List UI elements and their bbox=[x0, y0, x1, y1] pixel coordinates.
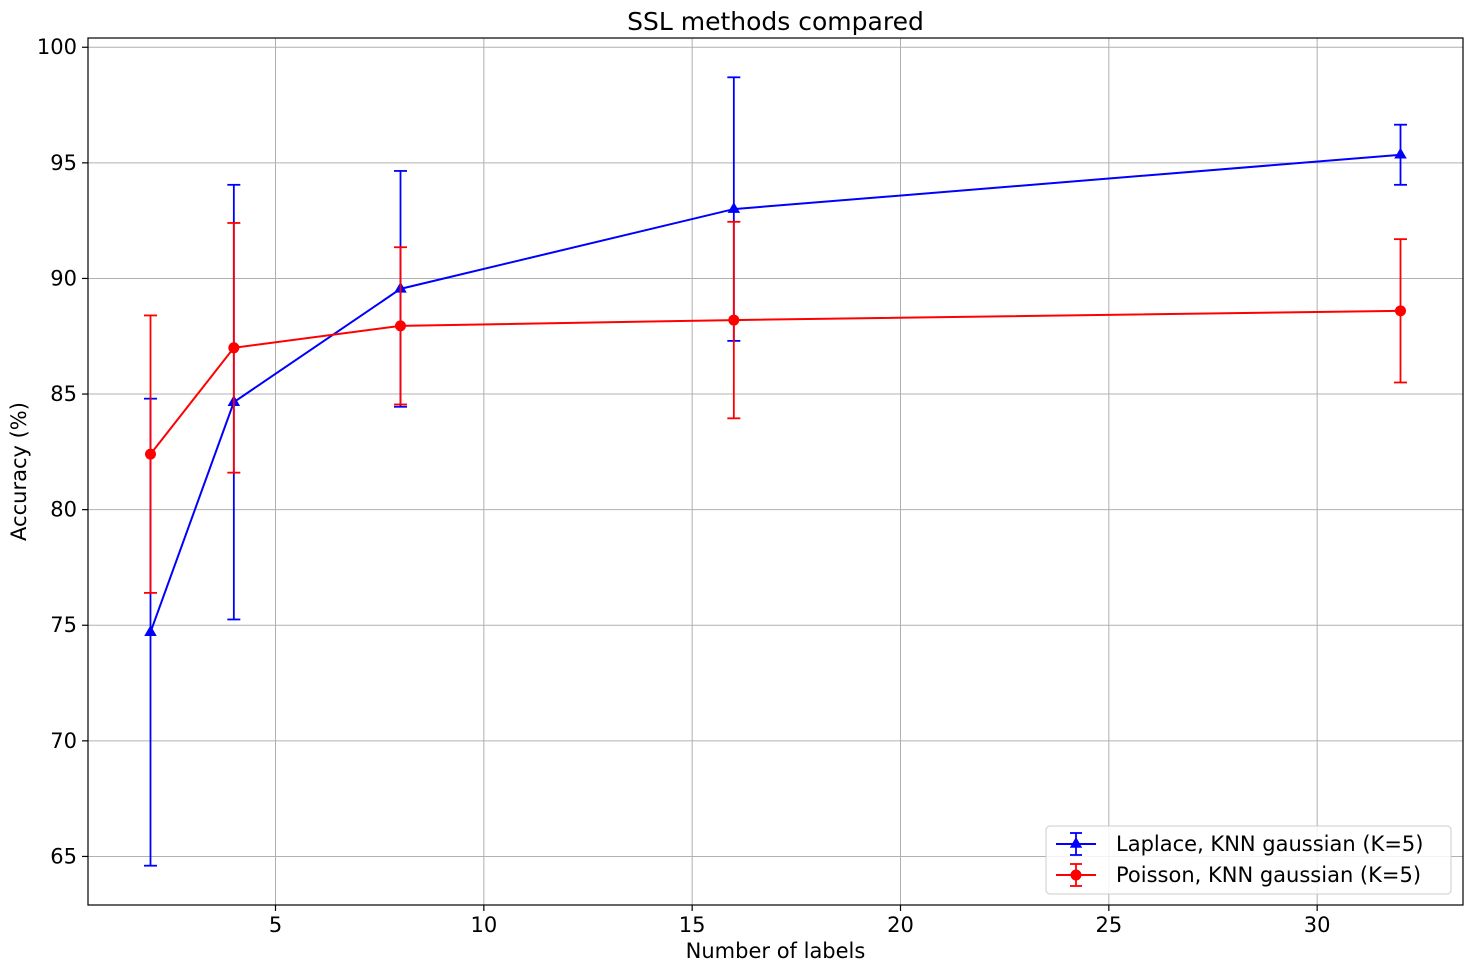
x-tick-label: 20 bbox=[887, 913, 914, 937]
series-layer bbox=[144, 76, 1407, 867]
y-tick-label: 85 bbox=[50, 382, 77, 406]
x-tick-label: 30 bbox=[1304, 913, 1331, 937]
x-tick-label: 5 bbox=[269, 913, 282, 937]
legend-marker bbox=[1069, 837, 1083, 848]
data-point bbox=[228, 342, 240, 354]
y-tick-label: 90 bbox=[50, 266, 77, 290]
data-point bbox=[728, 314, 740, 326]
ticks: 5 10 15 20 25 30 65 70 75 80 85 90 95 100 bbox=[37, 35, 1331, 937]
y-tick-label: 65 bbox=[50, 844, 77, 868]
data-point bbox=[145, 448, 156, 460]
y-tick-label: 80 bbox=[50, 498, 77, 522]
chart-title: SSL methods compared bbox=[627, 7, 924, 36]
x-tick-label: 15 bbox=[679, 913, 706, 937]
y-tick-label: 100 bbox=[37, 35, 77, 59]
grid bbox=[88, 38, 1463, 905]
legend-label: Poisson, KNN gaussian (K=5) bbox=[1116, 863, 1421, 887]
x-tick-label: 25 bbox=[1095, 913, 1122, 937]
y-tick-label: 75 bbox=[50, 613, 77, 637]
data-point bbox=[727, 202, 741, 213]
x-axis-label: Number of labels bbox=[686, 939, 866, 963]
data-point bbox=[144, 625, 157, 636]
data-point bbox=[1395, 305, 1406, 317]
y-tick-label: 95 bbox=[50, 151, 77, 175]
legend: Laplace, KNN gaussian (K=5) Poisson, KNN … bbox=[1045, 825, 1452, 895]
y-tick-label: 70 bbox=[50, 729, 77, 753]
x-tick-label: 10 bbox=[470, 913, 497, 937]
data-point bbox=[395, 320, 406, 332]
data-point bbox=[1394, 147, 1407, 159]
legend-box bbox=[1045, 825, 1452, 895]
plot-frame bbox=[87, 37, 1464, 906]
series-2 bbox=[144, 220, 1407, 594]
legend-marker bbox=[1070, 869, 1082, 881]
legend-label: Laplace, KNN gaussian (K=5) bbox=[1116, 832, 1423, 856]
y-axis-label: Accuracy (%) bbox=[7, 402, 31, 541]
